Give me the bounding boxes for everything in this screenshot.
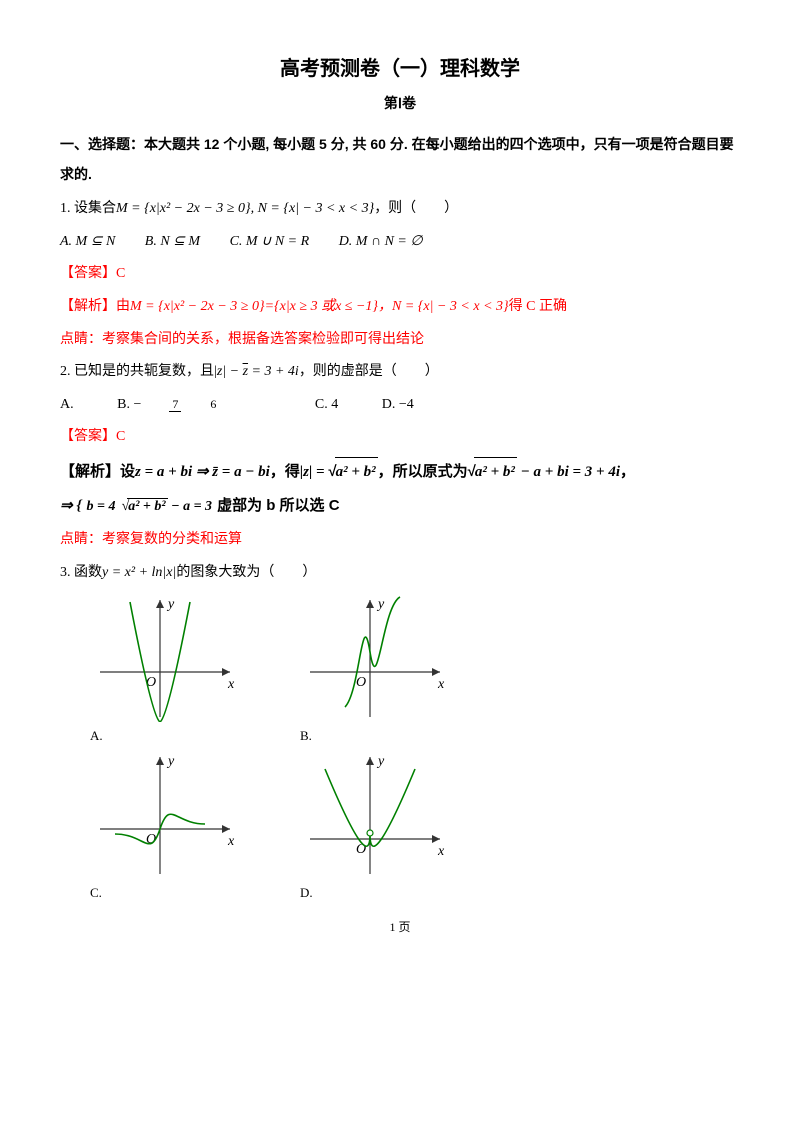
- q2-optA: A.: [60, 397, 88, 412]
- q2-optD: D. −4: [368, 397, 414, 412]
- q2-stem: 2. 已知是的共轭复数，且|z| − z = 3 + 4i，则的虚部是（ ）: [60, 359, 740, 386]
- exam-title: 高考预测卷（一）理科数学: [60, 50, 740, 88]
- svg-text:y: y: [376, 754, 385, 769]
- graph-A: xyO A.: [90, 592, 240, 749]
- q2-optB-pre: B. −: [117, 397, 141, 412]
- q3-stem: 3. 函数y = x² + ln|x|的图象大致为（ ）: [60, 560, 740, 587]
- q2-optB-num: 7: [169, 397, 181, 412]
- q2-sol-m1: z = a + bi ⇒ z̄ = a − bi: [135, 464, 270, 480]
- q3-post: 的图象大致为（ ）: [176, 565, 316, 580]
- q2-brace-top: b = 4: [84, 499, 119, 514]
- svg-text:x: x: [437, 844, 445, 859]
- label-A: A.: [90, 724, 240, 749]
- q2-tail: ，则的虚部是（ ）: [299, 364, 439, 379]
- graph-A-svg: xyO: [90, 592, 240, 722]
- q3-graphs-row1: x y O A. x y O B.: [90, 592, 740, 749]
- label-C: C.: [90, 881, 240, 906]
- svg-text:y: y: [376, 597, 385, 612]
- q2-optB-den: 6: [207, 397, 219, 411]
- graph-B-svg: x y O: [300, 592, 450, 722]
- q1-optD: D. M ∩ N = ∅: [339, 234, 423, 249]
- q2-sol-m2a: |z| =: [300, 464, 329, 480]
- q2-optC: C. 4: [301, 397, 338, 412]
- svg-text:y: y: [166, 597, 175, 612]
- svg-text:y: y: [166, 754, 175, 769]
- svg-text:O: O: [356, 842, 366, 857]
- q2-sol-label: 【解析】: [60, 463, 120, 480]
- q1-solution: 【解析】由M = {x|x² − 2x − 3 ≥ 0}={x|x ≥ 3 或x…: [60, 294, 740, 321]
- q1-optC: C. M ∪ N = R: [230, 234, 310, 249]
- q2-m2: = 3 + 4i: [248, 364, 299, 379]
- q1-sol-math: M = {x|x² − 2x − 3 ≥ 0}={x|x ≥ 3 或x ≤ −1…: [130, 299, 509, 314]
- q1-math: M = {x|x² − 2x − 3 ≥ 0}, N = {x| − 3 < x…: [116, 201, 374, 216]
- q2-brace-tail: − a = 3: [168, 499, 212, 514]
- q3-pre: 3. 函数: [60, 565, 102, 580]
- q2-mid: | −: [222, 364, 242, 379]
- q2-answer: 【答案】C: [60, 424, 740, 451]
- q1-text: 1. 设集合: [60, 201, 116, 216]
- q2-sol2-tail: 虚部为 b 所以选 C: [217, 497, 340, 514]
- exam-subtitle: 第Ⅰ卷: [60, 92, 740, 119]
- q2-brace-sqrt: a² + b²: [127, 498, 167, 514]
- q3-graphs-row2: x y O C. x y O D.: [90, 749, 740, 906]
- graph-C-svg: xyO: [90, 749, 240, 879]
- section-instruction: 一、选择题：本大题共 12 个小题, 每小题 5 分, 共 60 分. 在每小题…: [60, 129, 740, 191]
- q1-stem: 1. 设集合M = {x|x² − 2x − 3 ≥ 0}, N = {x| −…: [60, 196, 740, 223]
- page-footer: 1 页: [60, 916, 740, 939]
- q1-options: A. M ⊆ N B. N ⊆ M C. M ∪ N = R D. M ∩ N …: [60, 229, 740, 256]
- graph-D-svg: x y O: [300, 749, 450, 879]
- q2-sqrt2: a² + b²: [474, 457, 517, 487]
- label-D: D.: [300, 881, 450, 906]
- q2-brace-bot: √a² + b² − a = 3: [119, 499, 216, 514]
- q2-sol2-pre: ⇒ {: [60, 498, 82, 514]
- graph-D: x y O D.: [300, 749, 450, 906]
- svg-text:O: O: [356, 675, 366, 690]
- q2-sol-m2b: ，所以原式为: [378, 463, 468, 480]
- q1-sol-tail: 得 C 正确: [509, 299, 567, 314]
- graph-B: x y O B.: [300, 592, 450, 749]
- q1-tail: ，则（ ）: [374, 201, 458, 216]
- q3-math: y = x² + ln|x|: [102, 565, 176, 580]
- q2-hint: 点睛：考察复数的分类和运算: [60, 527, 740, 554]
- svg-text:x: x: [227, 677, 235, 692]
- q2-options: A. B. − 7 6 C. 4 D. −4: [60, 392, 740, 419]
- q2-sol-m3: − a + bi = 3 + 4i: [517, 464, 620, 480]
- graph-C: xyO C.: [90, 749, 240, 906]
- label-B: B.: [300, 724, 450, 749]
- q1-optA: A. M ⊆ N: [60, 234, 115, 249]
- q2-optB: B. − 7 6: [117, 397, 271, 412]
- q2-sqrt1: a² + b²: [335, 457, 378, 487]
- q2-solution-l2: ⇒ {b = 4√a² + b² − a = 3虚部为 b 所以选 C: [60, 492, 740, 521]
- q2-solution-l1: 【解析】设z = a + bi ⇒ z̄ = a − bi，得|z| = √a²…: [60, 457, 740, 487]
- q2-text1: 2. 已知是的共轭复数，且|: [60, 364, 217, 379]
- q1-sol-label: 【解析】由: [60, 299, 130, 314]
- svg-text:x: x: [227, 834, 235, 849]
- q1-hint: 点睛：考察集合间的关系，根据备选答案检验即可得出结论: [60, 327, 740, 354]
- q2-sol-mid: ，得: [270, 463, 300, 480]
- q1-answer: 【答案】C: [60, 261, 740, 288]
- q1-optB: B. N ⊆ M: [145, 234, 200, 249]
- svg-text:x: x: [437, 677, 445, 692]
